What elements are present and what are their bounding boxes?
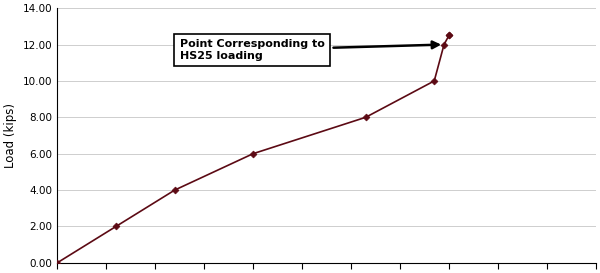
Text: Point Corresponding to
HS25 loading: Point Corresponding to HS25 loading — [179, 39, 439, 61]
Y-axis label: Load (kips): Load (kips) — [4, 103, 17, 168]
